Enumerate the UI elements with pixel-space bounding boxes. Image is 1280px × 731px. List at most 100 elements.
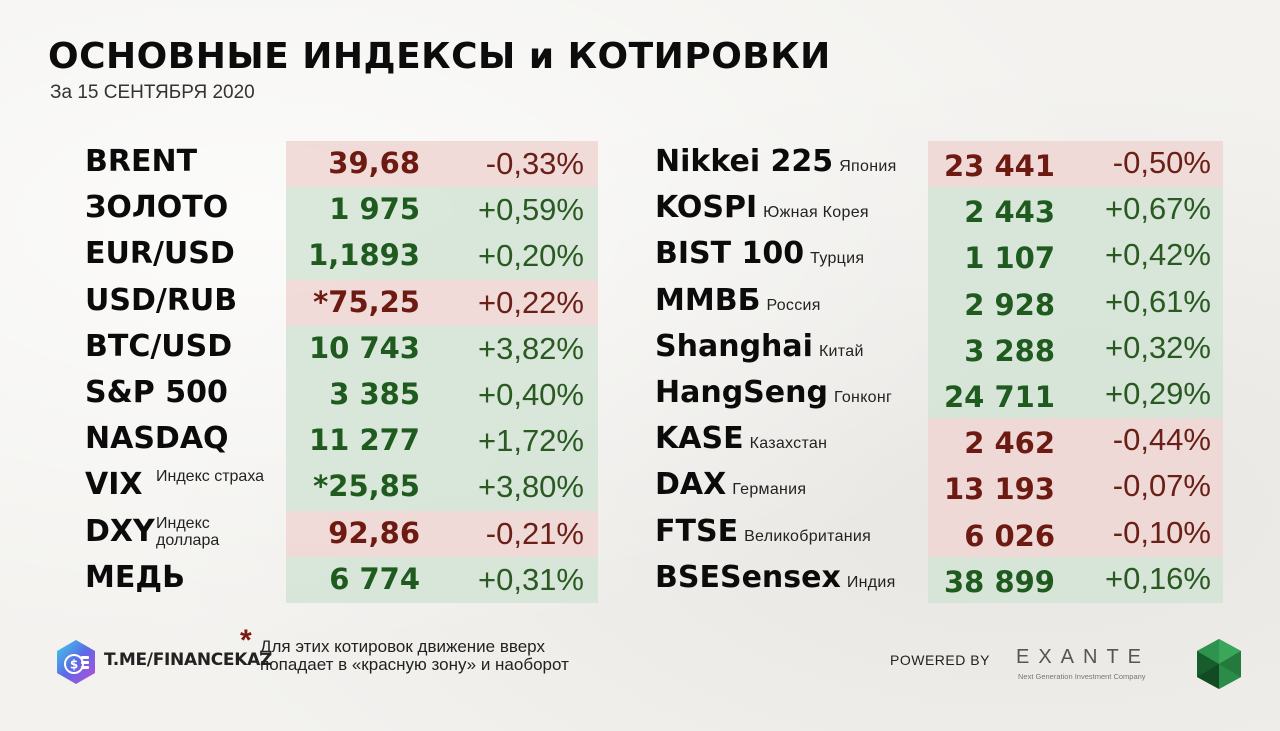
quote-value: 11 277 bbox=[309, 423, 420, 458]
quote-row: USD/RUB *75,25 +0,22% bbox=[82, 279, 598, 326]
quote-name: HangSeng Гонконг bbox=[655, 375, 892, 410]
quote-row-band bbox=[928, 279, 1223, 326]
quote-name-text: DXY bbox=[85, 513, 155, 549]
quote-change: -0,44% bbox=[1112, 422, 1211, 458]
page-date: За 15 СЕНТЯБРЯ 2020 bbox=[50, 82, 255, 103]
quote-name-text: NASDAQ bbox=[85, 421, 229, 457]
quote-row-band bbox=[928, 556, 1223, 603]
quote-value: 38 899 bbox=[944, 564, 1055, 599]
quote-value: 92,86 bbox=[328, 515, 420, 550]
quote-row-band bbox=[928, 371, 1223, 419]
quote-value: 10 743 bbox=[309, 330, 420, 365]
quote-row-band bbox=[286, 279, 598, 326]
quote-row-band bbox=[286, 371, 598, 419]
quote-value: 2 928 bbox=[964, 287, 1055, 322]
quote-value: 3 288 bbox=[964, 333, 1055, 368]
finance-logo-icon[interactable]: $ bbox=[52, 638, 100, 686]
quote-value: 23 441 bbox=[944, 149, 1055, 183]
quote-name: S&P 500 bbox=[85, 375, 228, 410]
quote-change: +0,16% bbox=[1104, 560, 1211, 596]
quote-row: DXY Индекс доллара 92,86 -0,21% bbox=[82, 510, 598, 557]
quote-value: 3 385 bbox=[329, 376, 420, 411]
quote-name: FTSE Великобритания bbox=[655, 514, 871, 549]
quote-change: -0,10% bbox=[1112, 514, 1211, 550]
quote-change: +0,22% bbox=[477, 284, 584, 320]
quote-value: 6 026 bbox=[964, 518, 1055, 553]
quote-change: +0,20% bbox=[477, 238, 584, 274]
quote-change: +0,31% bbox=[477, 561, 584, 597]
quote-name: USD/RUB bbox=[85, 283, 237, 318]
quote-name-text: Nikkei 225 bbox=[655, 144, 834, 179]
quote-row: KOSPI Южная Корея 2 443 +0,67% bbox=[655, 187, 1223, 234]
quote-name: BTC/USD bbox=[85, 329, 232, 364]
quote-value: 6 774 bbox=[329, 561, 420, 596]
quote-change: +0,59% bbox=[477, 192, 584, 228]
quote-row: S&P 500 3 385 +0,40% bbox=[82, 371, 598, 419]
quote-name: NASDAQ bbox=[85, 421, 229, 456]
quote-name: Shanghai Китай bbox=[655, 329, 864, 364]
page-title: ОСНОВНЫЕ ИНДЕКСЫ и КОТИРОВКИ bbox=[48, 36, 831, 77]
quote-name-text: DAX bbox=[655, 467, 727, 503]
exante-emerald-icon bbox=[1197, 639, 1241, 689]
quote-change: +0,40% bbox=[477, 376, 584, 412]
quote-name-text: BSESensex bbox=[655, 559, 841, 595]
quote-row: ММВБ Россия 2 928 +0,61% bbox=[655, 279, 1223, 326]
quote-name-text: S&P 500 bbox=[85, 374, 228, 410]
quote-row: HangSeng Гонконг 24 711 +0,29% bbox=[655, 371, 1223, 419]
quote-row-band bbox=[928, 464, 1223, 511]
quote-country: Индия bbox=[846, 573, 896, 591]
quote-name-text: KOSPI bbox=[655, 190, 758, 226]
quote-name-text: BRENT bbox=[85, 144, 198, 179]
quote-name-text: МЕДЬ bbox=[85, 559, 185, 595]
quote-change: +1,72% bbox=[477, 423, 584, 459]
quote-name-text: VIX bbox=[85, 467, 143, 503]
quote-row-band bbox=[286, 556, 598, 603]
brand-name: EXANTE bbox=[1016, 646, 1151, 668]
quote-row-band bbox=[286, 464, 598, 511]
svg-text:$: $ bbox=[70, 658, 78, 672]
quote-name: BSESensex Индия bbox=[655, 560, 896, 595]
quote-change: +0,32% bbox=[1104, 329, 1211, 365]
quote-name-text: HangSeng bbox=[655, 374, 828, 410]
quote-value: *25,85 bbox=[313, 469, 420, 504]
quote-change: +3,82% bbox=[477, 330, 584, 366]
quote-country: Китай bbox=[818, 342, 864, 360]
quote-name: DAX Германия bbox=[655, 467, 806, 502]
quote-name-text: USD/RUB bbox=[85, 282, 238, 318]
quote-change: -0,33% bbox=[485, 146, 584, 181]
quote-row-band bbox=[928, 325, 1223, 372]
quote-change: -0,07% bbox=[1112, 468, 1211, 504]
quote-row: ЗОЛОТО 1 975 +0,59% bbox=[82, 187, 598, 234]
quote-name: ЗОЛОТО bbox=[85, 190, 228, 225]
quote-row: МЕДЬ 6 774 +0,31% bbox=[82, 556, 598, 603]
quote-name-text: FTSE bbox=[655, 513, 739, 549]
quote-row-band bbox=[928, 418, 1223, 465]
quote-name-text: EUR/USD bbox=[85, 236, 235, 272]
quote-row-band bbox=[928, 510, 1223, 557]
footnote-marker: * bbox=[240, 624, 252, 657]
quote-country: Турция bbox=[810, 250, 865, 268]
quote-change: -0,50% bbox=[1112, 145, 1211, 180]
quote-change: +0,42% bbox=[1104, 237, 1211, 273]
quote-row-band bbox=[286, 141, 598, 188]
quote-country: Германия bbox=[732, 481, 807, 499]
right-quotes-table: Nikkei 225 Япония 23 441 -0,50% KOSPI Южная К… bbox=[655, 141, 1223, 603]
quote-value: 1 107 bbox=[964, 241, 1055, 276]
quote-name-text: ЗОЛОТО bbox=[85, 190, 229, 226]
powered-by-label: POWERED BY bbox=[890, 652, 990, 668]
quote-row-band bbox=[928, 141, 1223, 188]
quote-value: 1,1893 bbox=[308, 238, 420, 273]
quote-value: 13 193 bbox=[944, 472, 1055, 507]
channel-link[interactable]: T.ME/FINANCEKAZ bbox=[104, 650, 273, 670]
quote-value: 2 443 bbox=[964, 195, 1055, 230]
quote-name: KOSPI Южная Корея bbox=[655, 190, 869, 225]
quote-subtitle: Индекс страха bbox=[156, 468, 265, 486]
quote-name: EUR/USD bbox=[85, 236, 235, 271]
quote-row-band bbox=[286, 233, 598, 280]
quote-row: KASE Казахстан 2 462 -0,44% bbox=[655, 418, 1223, 465]
quote-row-band bbox=[928, 233, 1223, 280]
quote-row: EUR/USD 1,1893 +0,20% bbox=[82, 233, 598, 280]
quote-country: Россия bbox=[766, 296, 821, 314]
quote-name: KASE Казахстан bbox=[655, 421, 827, 456]
quote-change: +3,80% bbox=[477, 469, 584, 505]
